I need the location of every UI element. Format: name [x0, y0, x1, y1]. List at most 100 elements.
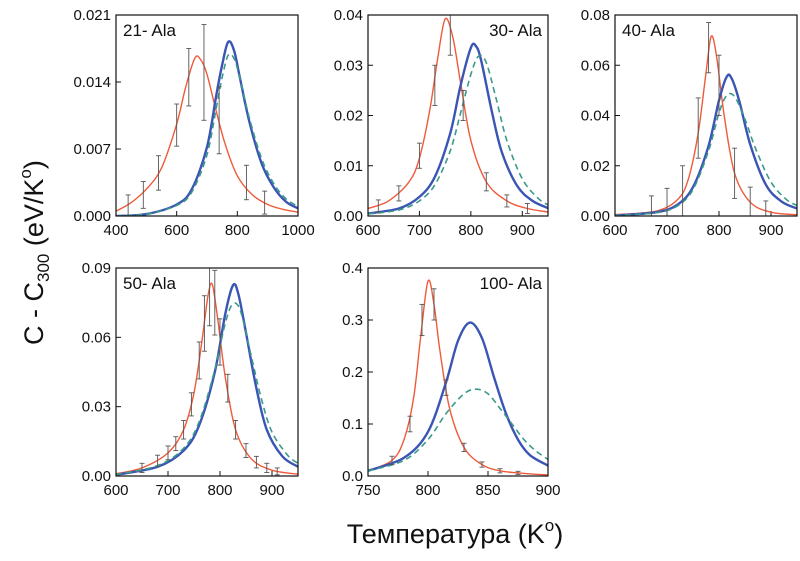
series-line-blue — [615, 73, 797, 216]
x-tick-label: 800 — [458, 222, 483, 239]
x-tick-label: 800 — [207, 482, 232, 499]
error-bar — [243, 443, 249, 458]
error-bar — [432, 64, 438, 106]
x-tick-label: 800 — [415, 482, 440, 499]
error-bar — [243, 164, 249, 201]
error-bar — [460, 89, 466, 121]
error-bar — [233, 420, 239, 440]
series-line-green — [368, 388, 548, 472]
error-bar — [181, 420, 187, 440]
panel-title: 100- Ala — [480, 274, 543, 293]
error-bar — [443, 379, 449, 396]
y-tick-label: 0.000 — [73, 208, 111, 225]
x-tick-label: 750 — [355, 482, 380, 499]
x-tick-label: 700 — [654, 222, 679, 239]
panel-plot-area — [368, 279, 548, 476]
error-bar — [389, 455, 395, 466]
panel-plot-area — [116, 268, 298, 476]
panel-title: 30- Ala — [489, 21, 542, 40]
error-bar — [217, 318, 223, 366]
x-tick-label: 800 — [706, 222, 731, 239]
x-axis-label-main: Температура (K — [346, 519, 545, 549]
y-tick-label: 0.021 — [73, 7, 111, 24]
series-line-green — [116, 53, 298, 216]
series-line-blue — [368, 321, 548, 472]
error-bar — [706, 22, 712, 74]
series-line-red — [368, 17, 548, 213]
error-bar — [431, 288, 437, 321]
x-tick-label: 900 — [758, 222, 783, 239]
error-bar — [716, 54, 722, 116]
y-tick-label: 0.08 — [581, 7, 610, 24]
y-tick-label: 0.4 — [342, 260, 363, 277]
panel-4: 600 700 800 900 0.00 0.03 0.06 0.09 50- Ala — [82, 260, 299, 499]
error-bar — [140, 181, 146, 209]
panel-2: 600 700 800 900 0.00 0.01 0.02 0.03 0.04 30- Ala — [334, 7, 549, 239]
error-bar — [483, 172, 489, 192]
x-tick-label: 1000 — [281, 222, 314, 239]
series-line-green — [615, 92, 797, 216]
error-bar — [680, 165, 686, 216]
x-tick-label: 600 — [602, 222, 627, 239]
y-axis-label-subscript: 300 — [34, 253, 53, 282]
series-line-green — [116, 302, 298, 476]
error-bar — [664, 187, 670, 216]
error-bar — [216, 86, 222, 155]
y-tick-label: 0.00 — [581, 208, 610, 225]
y-tick-label: 0.02 — [334, 108, 363, 125]
series-line-blue — [368, 42, 548, 215]
x-tick-label: 900 — [535, 482, 560, 499]
y-tick-label: 0.01 — [334, 158, 363, 175]
y-axis-label-unit: (eV/K — [19, 178, 49, 254]
error-bar — [173, 436, 179, 452]
error-bar — [695, 97, 701, 159]
error-bar — [174, 103, 180, 147]
y-tick-label: 0.06 — [82, 329, 111, 346]
y-axis-label: C - C300 (eV/Ko) — [16, 160, 54, 345]
error-bar — [186, 48, 192, 107]
error-bar — [155, 454, 161, 468]
y-tick-label: 0.06 — [581, 57, 610, 74]
error-bar — [212, 269, 218, 336]
panel-title: 50- Ala — [123, 274, 176, 293]
x-tick-label: 850 — [475, 482, 500, 499]
y-tick-label: 0.00 — [334, 208, 363, 225]
series-line-red — [615, 35, 797, 216]
error-bar — [207, 268, 213, 327]
series-line-blue — [116, 40, 298, 216]
error-bar — [479, 461, 485, 468]
panel-plot-area — [615, 22, 797, 216]
y-tick-label: 0.0 — [342, 468, 363, 485]
error-bar — [196, 341, 202, 380]
panel-plot-area — [368, 15, 548, 215]
error-bar — [515, 470, 521, 475]
error-bar — [396, 185, 402, 202]
error-bar — [165, 445, 171, 461]
error-bar — [461, 442, 467, 453]
error-bar — [416, 142, 422, 169]
error-bar — [201, 24, 207, 121]
x-axis-label-close: ) — [554, 519, 564, 549]
panel-title: 40- Ala — [622, 21, 675, 40]
series-line-blue — [116, 282, 298, 476]
error-bar — [504, 194, 510, 208]
error-bar — [201, 295, 207, 352]
panel-1: 400 600 800 1000 0.000 0.007 0.014 0.021 21- Ala — [73, 7, 314, 239]
error-bar — [747, 186, 753, 216]
error-bar — [497, 468, 503, 474]
x-tick-label: 700 — [155, 482, 180, 499]
error-bar — [155, 155, 161, 191]
error-bar — [253, 455, 259, 469]
panel-title: 21- Ala — [123, 21, 176, 40]
error-bar — [407, 415, 413, 433]
y-tick-label: 0.03 — [334, 57, 363, 74]
y-tick-label: 0.02 — [581, 158, 610, 175]
y-tick-label: 0.007 — [73, 141, 111, 158]
y-tick-label: 0.04 — [581, 108, 610, 125]
x-tick-label: 400 — [103, 222, 128, 239]
panel-plot-area — [116, 24, 298, 216]
x-tick-label: 800 — [225, 222, 250, 239]
y-tick-label: 0.09 — [82, 260, 111, 277]
error-bar — [225, 373, 231, 403]
x-tick-label: 700 — [407, 222, 432, 239]
